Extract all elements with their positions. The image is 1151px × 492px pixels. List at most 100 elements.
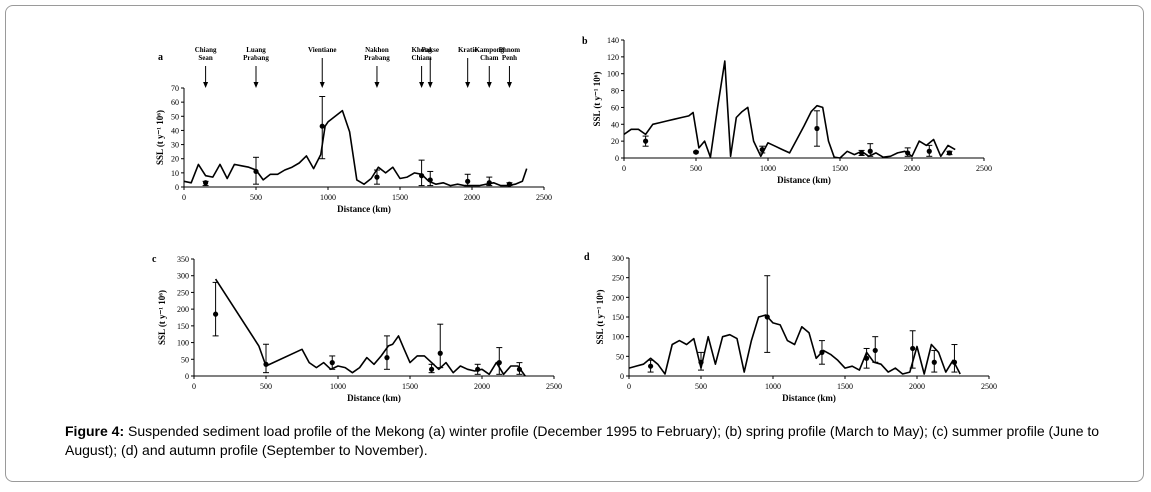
- station-label: Penh: [502, 54, 517, 62]
- observation-point: [814, 125, 820, 132]
- y-tick-label: 60: [171, 98, 179, 107]
- observation-point: [203, 180, 209, 186]
- chart-panel-b: 0 20 40 60 80 100 120 140 0 500 1000 1500 2000 2500 Di…: [582, 36, 992, 185]
- observation-point: [910, 345, 916, 352]
- station-arrowhead: [506, 82, 512, 88]
- station-arrowhead: [486, 82, 492, 88]
- station-marker: Kratie: [458, 46, 477, 88]
- observation-point: [926, 148, 932, 154]
- y-tick-label: 350: [177, 255, 189, 264]
- station-arrowhead: [319, 82, 325, 88]
- observation-point: [864, 355, 870, 361]
- y-tick-label: 80: [611, 87, 619, 96]
- observation-point: [486, 180, 492, 186]
- observation-point: [253, 168, 259, 175]
- y-axis-title: SSL (t y⁻¹ 10⁶): [157, 290, 167, 345]
- y-tick-label: 150: [612, 313, 624, 322]
- observation-point: [516, 366, 523, 372]
- x-tick-label: 1500: [832, 164, 848, 173]
- observation-point: [496, 360, 502, 366]
- observation-point: [429, 366, 435, 372]
- observation-point: [759, 146, 765, 153]
- x-axis-title: Distance (km): [337, 204, 391, 214]
- y-tick-label: 300: [177, 272, 189, 281]
- x-tick-label: 0: [182, 193, 186, 202]
- y-tick-label: 100: [612, 333, 624, 342]
- x-tick-label: 1000: [760, 164, 776, 173]
- observation-point: [931, 359, 937, 365]
- figure-caption: Figure 4: Suspended sediment load profil…: [65, 422, 1115, 460]
- x-tick-label: 500: [695, 382, 707, 391]
- station-label: Vientiane: [308, 46, 337, 54]
- x-tick-label: 1500: [402, 382, 418, 391]
- caption-text: Suspended sediment load profile of the M…: [65, 423, 1100, 458]
- y-axis-title: SSL (t y⁻¹ 10⁶): [595, 290, 605, 345]
- panel-letter: d: [584, 252, 590, 263]
- x-tick-label: 2000: [904, 164, 920, 173]
- y-tick-label: 100: [607, 70, 619, 79]
- station-label: Sean: [198, 54, 213, 62]
- x-tick-label: 2500: [546, 382, 562, 391]
- y-tick-label: 120: [607, 53, 619, 62]
- observation-point: [693, 149, 699, 155]
- y-tick-label: 140: [607, 36, 619, 45]
- observation-point: [374, 174, 380, 180]
- x-axis-title: Distance (km): [347, 393, 401, 403]
- observation-point: [506, 181, 513, 187]
- y-axis-title: SSL (t y⁻¹ 10⁶): [592, 72, 602, 127]
- observation-point: [698, 359, 704, 365]
- y-tick-label: 0: [185, 372, 189, 381]
- x-tick-label: 500: [260, 382, 272, 391]
- station-label: Khong: [411, 46, 432, 54]
- x-tick-label: 1000: [765, 382, 781, 391]
- y-tick-label: 70: [171, 84, 179, 93]
- observation-point: [946, 150, 953, 156]
- x-tick-label: 2500: [536, 193, 552, 202]
- x-tick-label: 1000: [330, 382, 346, 391]
- y-tick-label: 250: [612, 274, 624, 283]
- observation-point: [872, 347, 878, 354]
- y-tick-label: 10: [171, 169, 179, 178]
- observation-point: [819, 349, 825, 355]
- observation-point: [213, 311, 219, 317]
- observation-point: [384, 355, 390, 361]
- station-label: Kratie: [458, 46, 477, 54]
- panel-letter: b: [582, 36, 588, 47]
- y-tick-label: 0: [175, 183, 179, 192]
- x-tick-label: 0: [192, 382, 196, 391]
- x-tick-label: 0: [627, 382, 631, 391]
- y-tick-label: 150: [177, 322, 189, 331]
- y-tick-label: 40: [171, 126, 179, 135]
- observation-point: [648, 363, 654, 369]
- station-arrowhead: [253, 82, 259, 88]
- observation-point: [475, 366, 481, 372]
- x-tick-label: 2500: [981, 382, 997, 391]
- y-tick-label: 40: [611, 120, 619, 129]
- y-tick-label: 200: [612, 293, 624, 302]
- observation-point: [859, 150, 865, 156]
- observation-point: [643, 138, 649, 144]
- y-tick-label: 0: [615, 154, 619, 163]
- station-label: Prabang: [243, 54, 269, 62]
- station-label: Phnom: [499, 46, 521, 54]
- y-tick-label: 60: [611, 103, 619, 112]
- series-line: [628, 314, 961, 375]
- station-label: Luang: [246, 46, 266, 54]
- observation-point: [951, 359, 958, 365]
- station-arrowhead: [427, 82, 433, 88]
- y-tick-label: 20: [611, 137, 619, 146]
- x-tick-label: 1500: [837, 382, 853, 391]
- x-tick-label: 1500: [392, 193, 408, 202]
- x-tick-label: 500: [250, 193, 262, 202]
- observation-point: [905, 150, 911, 156]
- chart-panel-d: 0 50 100 150 200 250 300 0 500 1000 1500 2000 2500 Di…: [584, 252, 997, 403]
- y-tick-label: 0: [620, 372, 624, 381]
- station-label: Nakhon: [365, 46, 389, 54]
- station-label: Cham: [480, 54, 498, 62]
- x-tick-label: 2500: [976, 164, 992, 173]
- caption-label: Figure 4:: [65, 423, 125, 439]
- y-tick-label: 100: [177, 339, 189, 348]
